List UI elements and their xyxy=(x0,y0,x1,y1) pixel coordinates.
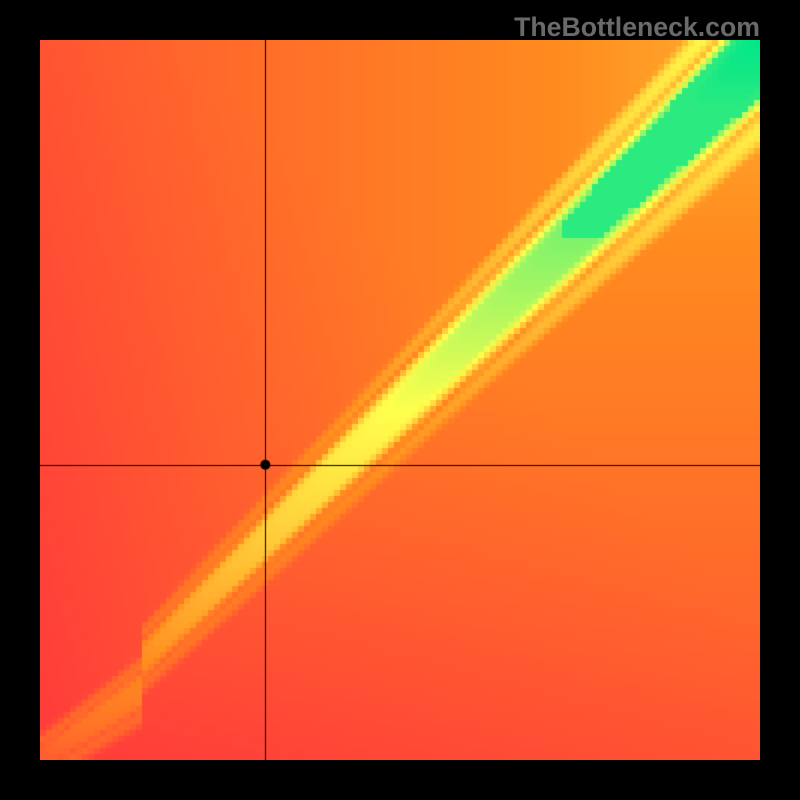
bottleneck-heatmap xyxy=(40,40,760,760)
watermark-text: TheBottleneck.com xyxy=(514,12,760,43)
chart-container: TheBottleneck.com xyxy=(0,0,800,800)
